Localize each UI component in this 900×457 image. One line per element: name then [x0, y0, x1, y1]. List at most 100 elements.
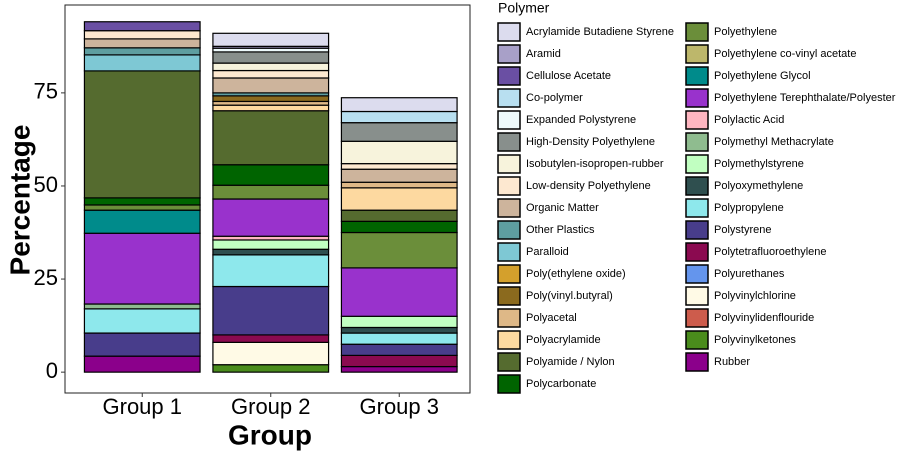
legend-swatch — [685, 88, 709, 108]
legend-label: Rubber — [714, 356, 750, 368]
legend-label: Polymethyl Methacrylate — [714, 136, 834, 148]
legend-swatch — [497, 44, 521, 64]
legend-label: Polyoxymethylene — [714, 180, 803, 192]
bar-segment — [212, 364, 330, 373]
legend-label: Polymethylstyrene — [714, 158, 804, 170]
bar-segment — [212, 104, 330, 112]
legend-swatch — [685, 264, 709, 284]
legend-swatch — [685, 110, 709, 130]
legend-swatch — [685, 242, 709, 262]
bar-segment — [212, 334, 330, 343]
y-axis-title: Percentage — [4, 125, 35, 276]
bar-segment — [83, 232, 201, 305]
x-tick-label: Group 2 — [231, 394, 311, 419]
legend-swatch — [685, 22, 709, 42]
bar-segment — [83, 21, 201, 32]
bar-segment — [212, 198, 330, 237]
bar-segment — [340, 354, 458, 368]
legend-label: Low-density Polyethylene — [526, 180, 651, 192]
x-tick-label: Group 3 — [360, 394, 440, 419]
legend-label: Polyethylene — [714, 26, 777, 38]
legend-swatch — [685, 176, 709, 196]
bar-segment — [340, 122, 458, 142]
bar-segment — [212, 239, 330, 250]
bar-segment — [83, 197, 201, 206]
bar-segment — [340, 365, 458, 373]
legend-swatch — [497, 154, 521, 174]
legend-label: Polyvinylidenflouride — [714, 312, 814, 324]
bar-segment — [340, 267, 458, 317]
legend-label: High-Density Polyethylene — [526, 136, 655, 148]
legend-swatch — [685, 308, 709, 328]
bar-segment — [340, 326, 458, 334]
bar-segment — [212, 285, 330, 336]
legend-label: Polyamide / Nylon — [526, 356, 615, 368]
bar-segment — [340, 220, 458, 234]
legend-label: Poly(vinyl.butyral) — [526, 290, 613, 302]
legend-swatch — [685, 154, 709, 174]
legend-label: Paralloid — [526, 246, 569, 258]
bar-segment — [340, 187, 458, 211]
legend-swatch — [685, 198, 709, 218]
bar-segment — [212, 110, 330, 166]
legend-label: Polypropylene — [714, 202, 784, 214]
legend-label: Polytetrafluoroethylene — [714, 246, 827, 258]
legend-label: Isobutylen-isopropen-rubber — [526, 158, 664, 170]
legend-label: Organic Matter — [526, 202, 599, 214]
legend-label: Polylactic Acid — [714, 114, 784, 126]
bar-segment — [212, 248, 330, 256]
bar-segment — [83, 303, 201, 310]
legend-swatch — [497, 308, 521, 328]
legend-label: Polyethylene co-vinyl acetate — [714, 48, 856, 60]
bar-segment — [212, 69, 330, 79]
legend-swatch — [497, 132, 521, 152]
legend-swatch — [685, 220, 709, 240]
x-tick-label: Group 1 — [103, 394, 183, 419]
bar-segment — [212, 341, 330, 366]
bar-segment — [340, 168, 458, 183]
bar-segment — [83, 38, 201, 49]
legend-label: Polyurethanes — [714, 268, 785, 280]
legend-swatch — [685, 352, 709, 372]
bar-segment — [83, 308, 201, 334]
legend-label: Acrylamide Butadiene Styrene — [526, 26, 674, 38]
bar-segment — [83, 332, 201, 357]
bar-segment — [340, 97, 458, 113]
y-tick-label: 0 — [46, 358, 58, 383]
y-tick-label: 25 — [34, 265, 58, 290]
bar-segment — [340, 209, 458, 222]
bar-segment — [212, 32, 330, 47]
legend-swatch — [497, 374, 521, 394]
bar-segment — [340, 343, 458, 356]
bar-segment — [212, 62, 330, 72]
legend-swatch — [685, 44, 709, 64]
bar-segment — [212, 254, 330, 288]
legend-swatch — [497, 242, 521, 262]
legend-label: Expanded Polystyrene — [526, 114, 636, 126]
bar-segment — [212, 51, 330, 64]
legend-swatch — [685, 132, 709, 152]
bar-segment — [83, 30, 201, 40]
bar-segment — [83, 47, 201, 56]
legend-swatch — [685, 330, 709, 350]
bar-segment — [340, 163, 458, 170]
legend-swatch — [497, 176, 521, 196]
bar-segment — [340, 181, 458, 189]
legend-label: Cellulose Acetate — [526, 70, 611, 82]
legend-label: Polyethylene Terephthalate/Polyester — [714, 92, 896, 104]
bar-segment — [340, 110, 458, 124]
bar-segment — [83, 54, 201, 72]
legend-label: Polyvinylketones — [714, 334, 796, 346]
legend-label: Polyvinylchlorine — [714, 290, 796, 302]
legend-swatch — [497, 264, 521, 284]
bar-segment — [83, 355, 201, 373]
y-tick-label: 75 — [34, 79, 58, 104]
legend-label: Polyethylene Glycol — [714, 70, 811, 82]
legend-label: Other Plastics — [526, 224, 595, 236]
legend-label: Polyacetal — [526, 312, 577, 324]
bar-segment — [83, 70, 201, 199]
legend-label: Aramid — [526, 48, 561, 60]
y-tick-label: 50 — [34, 172, 58, 197]
bar-segment — [212, 95, 330, 103]
legend-label: Poly(ethylene oxide) — [526, 268, 626, 280]
